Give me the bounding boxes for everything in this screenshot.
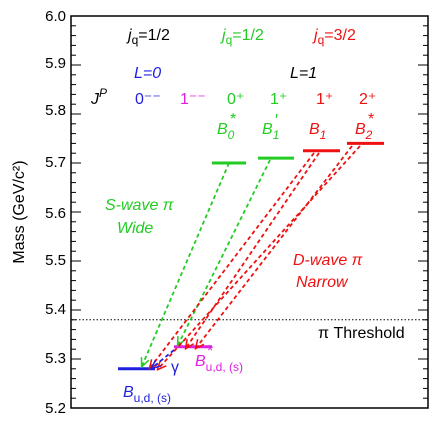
tick-label-5.6: 5.6: [45, 205, 66, 222]
tick-label-5.4: 5.4: [45, 301, 66, 318]
state-1minus: 1⁻⁻: [180, 91, 206, 108]
arrow-Bstar-to-B-gamma: [152, 349, 175, 368]
arrow-B0star-to-B: [142, 162, 230, 366]
pi-threshold-label: π Threshold: [318, 325, 405, 342]
arrow-B1prime-to-Bstar: [178, 159, 271, 345]
jq-threehalf-label: jq=3/2: [312, 27, 356, 47]
tick-label-5.9: 5.9: [45, 55, 66, 72]
star-B2star: *: [368, 111, 374, 128]
arrow-B2star-to-B: [158, 145, 361, 369]
state-1plus-red: 1⁺: [316, 91, 333, 108]
y-axis-ticks: [71, 15, 428, 409]
state-0minus: 0⁻⁻: [135, 91, 161, 108]
state-2plus: 2⁺: [359, 91, 376, 108]
jq-half-label-black: jq=1/2: [126, 27, 170, 47]
jp-label: JP: [90, 86, 107, 108]
label-B0star: B0: [217, 121, 235, 142]
narrow-label: Narrow: [296, 274, 349, 291]
y-axis-title: Mass (GeV/c²): [11, 160, 28, 263]
arrow-B1-to-B: [150, 152, 315, 368]
L1-label: L=1: [290, 65, 317, 82]
star-Bstar-ground: *: [207, 343, 213, 360]
jq-half-label-green: jq=1/2: [220, 27, 264, 47]
state-0plus: 0⁺: [227, 91, 244, 108]
arrow-B2star-to-Bstar: [196, 145, 353, 348]
arrow-B1-to-Bstar: [186, 152, 320, 348]
tick-label-5.2: 5.2: [45, 400, 66, 417]
gamma-label: γ: [171, 359, 179, 376]
tick-label-6.0: 6.0: [45, 8, 66, 25]
tick-label-5.7: 5.7: [45, 154, 66, 171]
dwave-label: D-wave π: [293, 252, 363, 269]
label-Bstar-ground: Bu,d, (s): [195, 353, 243, 374]
label-B1: B1: [309, 121, 326, 142]
wide-label: Wide: [117, 220, 153, 237]
star-B0star: *: [230, 111, 236, 128]
tick-label-5.8: 5.8: [45, 102, 66, 119]
tick-label-5.5: 5.5: [45, 252, 66, 269]
state-1plus-green: 1⁺: [270, 91, 287, 108]
label-B-ground: Bu,d, (s): [123, 384, 171, 405]
tick-label-5.3: 5.3: [45, 350, 66, 367]
label-B1prime: B1: [262, 121, 279, 142]
swave-label: S-wave π: [105, 197, 174, 214]
L0-label: L=0: [134, 65, 161, 82]
prime-B1prime: ′: [275, 112, 278, 129]
label-B2star: B2: [355, 121, 373, 142]
